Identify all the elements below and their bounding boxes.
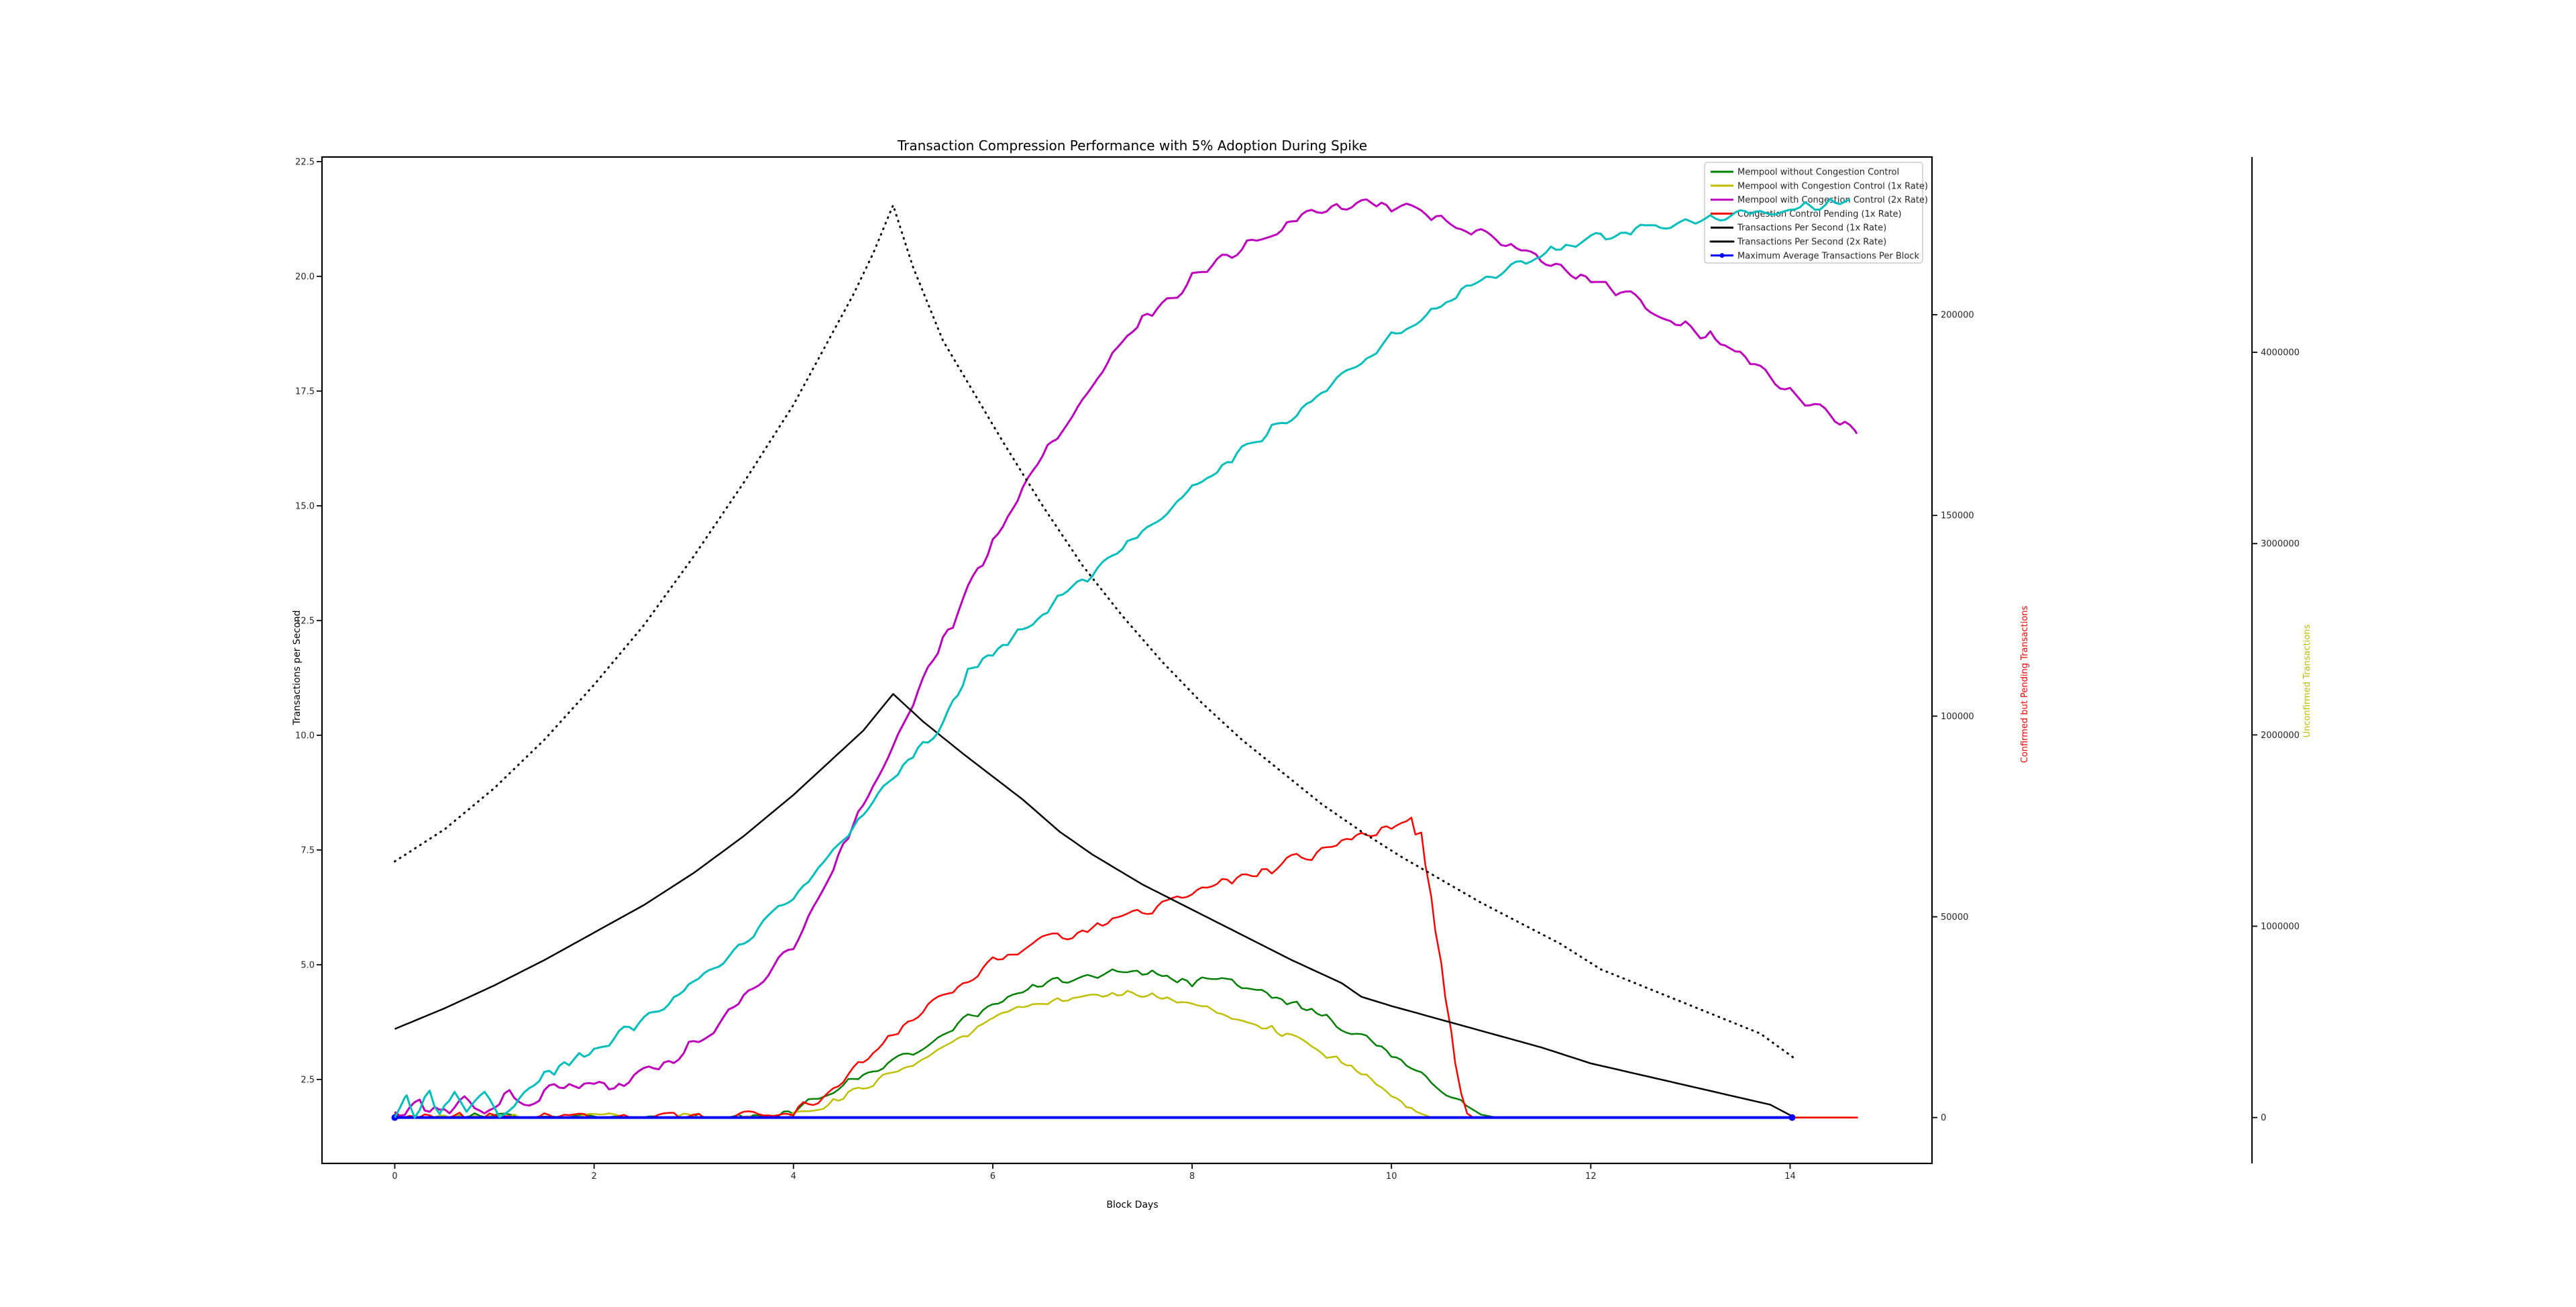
y-axis-left-label: Transactions per Second [292, 610, 303, 725]
series-tps-1x-line [394, 693, 1793, 1117]
legend-item: Maximum Average Transactions Per Block [1711, 251, 1919, 261]
legend-swatch-marker [1719, 253, 1725, 258]
legend-item-label: Congestion Control Pending (1x Rate) [1737, 209, 1902, 219]
pending-tick-label: 0 [1941, 1113, 1946, 1123]
x-tick-label: 8 [1189, 1171, 1195, 1182]
pending-tick-label: 150000 [1941, 511, 1974, 521]
x-tick-label: 12 [1585, 1171, 1597, 1182]
chart-title: Transaction Compression Performance with… [897, 138, 1367, 154]
left-tick-label: 22.5 [295, 157, 315, 167]
legend-item: Mempool without Congestion Control [1711, 168, 1899, 178]
left-tick-label: 17.5 [295, 386, 315, 397]
legend: Mempool without Congestion Control Mempo… [1704, 162, 1928, 264]
left-tick-label: 7.5 [301, 845, 315, 855]
x-tick-label: 4 [791, 1171, 796, 1182]
unconfirmed-tick-label: 4000000 [2261, 348, 2300, 358]
left-tick-label: 20.0 [295, 272, 315, 282]
pending-tick-label: 200000 [1941, 311, 1974, 321]
unconfirmed-tick-label: 0 [2261, 1113, 2266, 1123]
legend-item: Transactions Per Second (1x Rate) [1711, 223, 1886, 233]
legend-box [1704, 162, 1923, 264]
legend-item-label: Mempool without Congestion Control [1737, 168, 1899, 178]
series-unlabeled-cyan-line [394, 198, 1851, 1119]
x-tick-label: 0 [392, 1171, 397, 1182]
y-axis-unconfirmed-label: Unconfirmed Transactions [2302, 624, 2312, 737]
legend-item-label: Transactions Per Second (1x Rate) [1737, 223, 1886, 233]
legend-item-label: Transactions Per Second (2x Rate) [1737, 238, 1886, 248]
legend-item: Mempool with Congestion Control (1x Rate… [1711, 181, 1928, 191]
y-axis-pending-label: Confirmed but Pending Transactions [2020, 605, 2030, 763]
legend-item-label: Mempool with Congestion Control (1x Rate… [1737, 181, 1928, 191]
left-tick-label: 12.5 [295, 616, 315, 626]
series-max-avg-tx-per-block-marker [1788, 1114, 1796, 1121]
legend-item-label: Maximum Average Transactions Per Block [1737, 251, 1919, 261]
x-axis-label: Block Days [1106, 1200, 1158, 1210]
left-tick-label: 5.0 [301, 960, 315, 970]
unconfirmed-tick-label: 3000000 [2261, 539, 2300, 550]
legend-item: Mempool with Congestion Control (2x Rate… [1711, 195, 1928, 205]
series-tps-2x-line [394, 204, 1796, 1060]
legend-item: Congestion Control Pending (1x Rate) [1711, 209, 1902, 219]
unconfirmed-tick-label: 2000000 [2261, 731, 2300, 741]
left-tick-label: 10.0 [295, 731, 315, 741]
left-tick-label: 15.0 [295, 501, 315, 511]
pending-tick-label: 100000 [1941, 712, 1974, 722]
plot-spines [321, 156, 1933, 1165]
unconfirmed-tick-label: 1000000 [2261, 922, 2300, 932]
legend-item: Transactions Per Second (2x Rate) [1709, 238, 1886, 248]
pending-tick-label: 50000 [1941, 912, 1968, 923]
x-tick-label: 6 [990, 1171, 996, 1182]
left-tick-label: 2.5 [301, 1075, 315, 1085]
x-tick-label: 2 [592, 1171, 597, 1182]
x-tick-label: 10 [1386, 1171, 1397, 1182]
series-mempool-cc-2x-line [394, 198, 1858, 1117]
x-tick-label: 14 [1784, 1171, 1796, 1182]
plot-area [322, 157, 1932, 1163]
